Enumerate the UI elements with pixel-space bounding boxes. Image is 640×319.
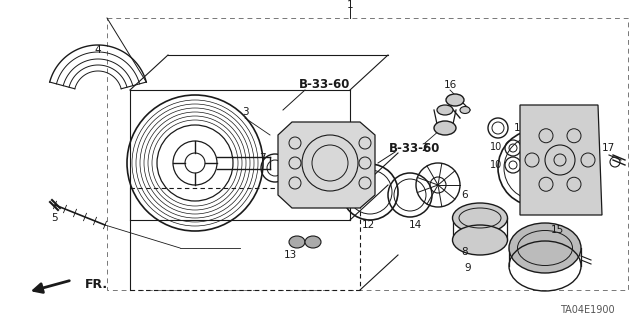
Text: 12: 12 (362, 220, 374, 230)
Text: 1: 1 (347, 0, 353, 10)
Ellipse shape (434, 121, 456, 135)
Text: 10: 10 (490, 142, 502, 152)
Ellipse shape (460, 107, 470, 114)
Text: 11: 11 (514, 123, 527, 133)
Text: 4: 4 (95, 45, 101, 55)
Text: 9: 9 (465, 263, 471, 273)
Text: TA04E1900: TA04E1900 (561, 305, 615, 315)
Text: 3: 3 (242, 107, 248, 117)
Text: 6: 6 (461, 190, 468, 200)
Ellipse shape (509, 223, 581, 273)
Text: 10: 10 (490, 160, 502, 170)
Bar (107, 18, 628, 290)
Text: 17: 17 (602, 143, 614, 153)
Text: FR.: FR. (85, 278, 108, 291)
Text: 8: 8 (461, 247, 468, 257)
Text: B-33-60: B-33-60 (300, 78, 351, 92)
Ellipse shape (437, 105, 453, 115)
Ellipse shape (305, 236, 321, 248)
Ellipse shape (446, 94, 464, 106)
Polygon shape (520, 105, 602, 215)
Text: 16: 16 (444, 80, 456, 90)
Text: 5: 5 (52, 213, 58, 223)
Ellipse shape (289, 236, 305, 248)
Ellipse shape (452, 225, 508, 255)
Text: 14: 14 (408, 220, 422, 230)
Text: 7: 7 (259, 153, 266, 163)
Text: B-33-60: B-33-60 (389, 142, 441, 154)
Polygon shape (278, 122, 375, 208)
Text: 15: 15 (550, 225, 564, 235)
Text: 2: 2 (422, 143, 428, 153)
Ellipse shape (452, 203, 508, 233)
Text: 13: 13 (284, 250, 296, 260)
